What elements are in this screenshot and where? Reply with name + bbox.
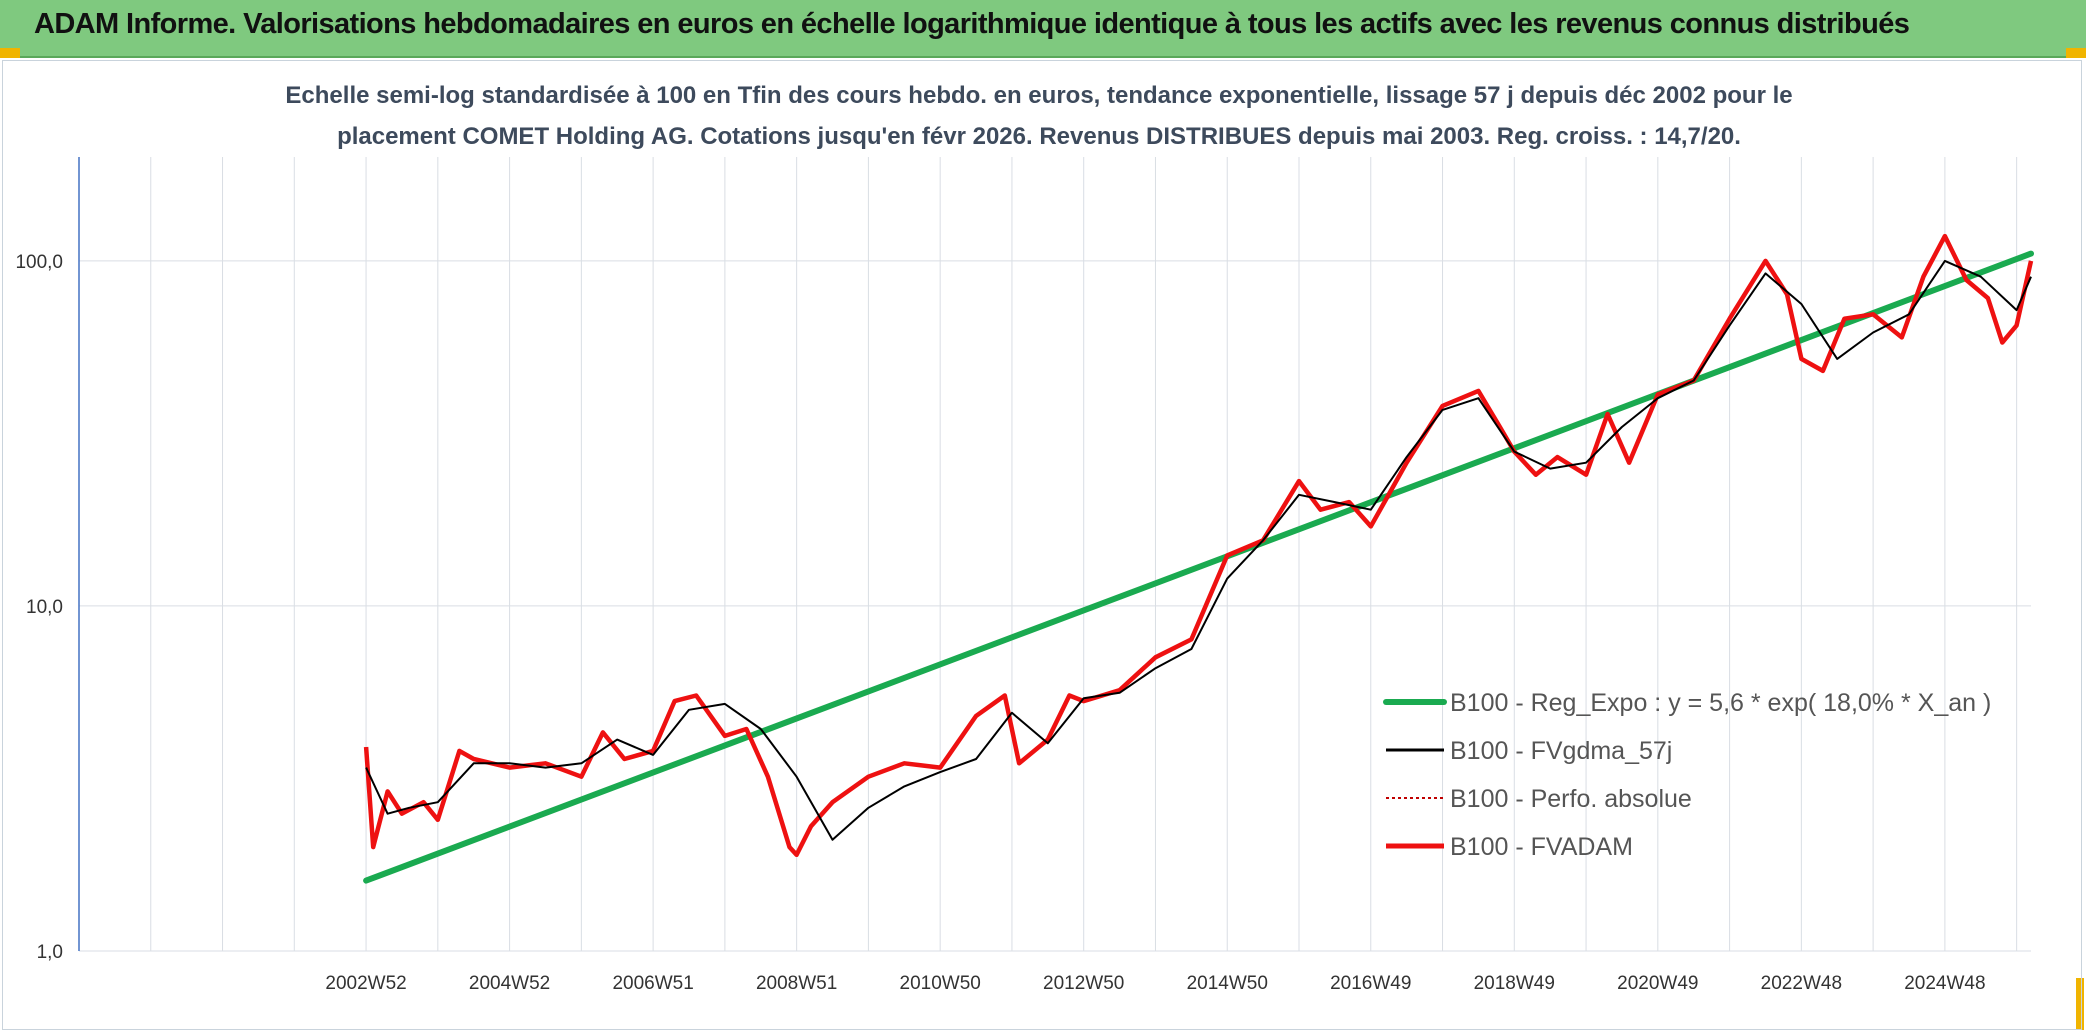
chart-subtitle-line-2: placement COMET Holding AG. Cotations ju… (337, 123, 1741, 150)
chart-frame: Echelle semi-log standardisée à 100 en T… (2, 60, 2082, 1030)
legend-entry: B100 - FVADAM (1450, 833, 1633, 861)
title-banner: ADAM Informe. Valorisations hebdomadaire… (0, 0, 2086, 58)
y-tick-label: 1,0 (37, 942, 63, 963)
series-layer (363, 233, 2034, 884)
x-tick-label: 2002W52 (325, 973, 406, 994)
corner-marker (2076, 978, 2084, 1030)
legend-entry: B100 - Reg_Expo : y = 5,6 * exp( 18,0% *… (1450, 689, 1991, 717)
y-tick-label: 10,0 (26, 597, 63, 618)
x-axis-ticks: 2002W52 2004W52 2006W51 2008W51 2010W50 2012W… (325, 973, 1985, 994)
x-tick-label: 2008W51 (756, 973, 837, 994)
series-line-smooth (365, 259, 2032, 841)
legend-entry: B100 - FVgdma_57j (1450, 737, 1672, 765)
vertical-gridlines (78, 157, 2018, 951)
x-tick-label: 2012W50 (1043, 973, 1124, 994)
x-tick-label: 2018W49 (1474, 973, 1555, 994)
corner-marker (2066, 48, 2086, 58)
y-tick-label: 100,0 (15, 252, 63, 273)
corner-marker (0, 48, 20, 58)
x-tick-label: 2014W50 (1187, 973, 1268, 994)
y-axis-ticks: 1,0 10,0 100,0 (15, 252, 63, 963)
horizontal-gridlines (79, 260, 2031, 952)
chart-subtitle-line-1: Echelle semi-log standardisée à 100 en T… (285, 82, 1792, 109)
x-tick-label: 2016W49 (1330, 973, 1411, 994)
x-tick-label: 2006W51 (612, 973, 693, 994)
log-valuation-chart: Echelle semi-log standardisée à 100 en T… (15, 82, 2034, 994)
x-tick-label: 2010W50 (900, 973, 981, 994)
series-line-trend (363, 250, 2034, 884)
banner-title: ADAM Informe. Valorisations hebdomadaire… (34, 8, 1910, 40)
legend-entry: B100 - Perfo. absolue (1450, 785, 1692, 813)
x-tick-label: 2020W49 (1617, 973, 1698, 994)
legend: B100 - Reg_Expo : y = 5,6 * exp( 18,0% *… (1383, 689, 1991, 861)
x-tick-label: 2024W48 (1904, 973, 1985, 994)
x-tick-label: 2004W52 (469, 973, 550, 994)
series-line-fvadam (363, 233, 2034, 858)
x-tick-label: 2022W48 (1761, 973, 1842, 994)
